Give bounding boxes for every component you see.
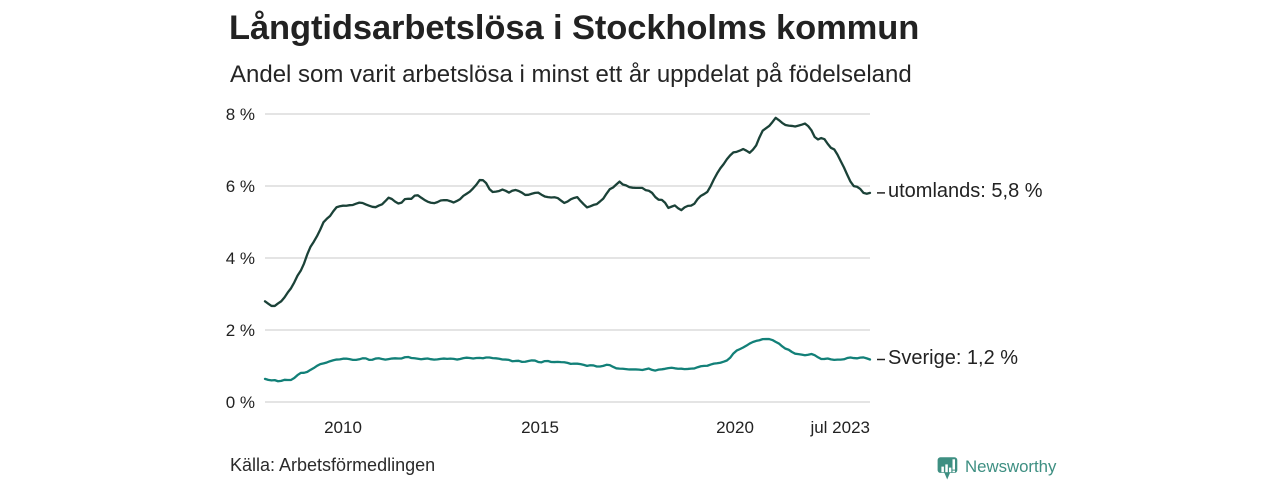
svg-text:Newsworthy: Newsworthy	[965, 457, 1057, 476]
